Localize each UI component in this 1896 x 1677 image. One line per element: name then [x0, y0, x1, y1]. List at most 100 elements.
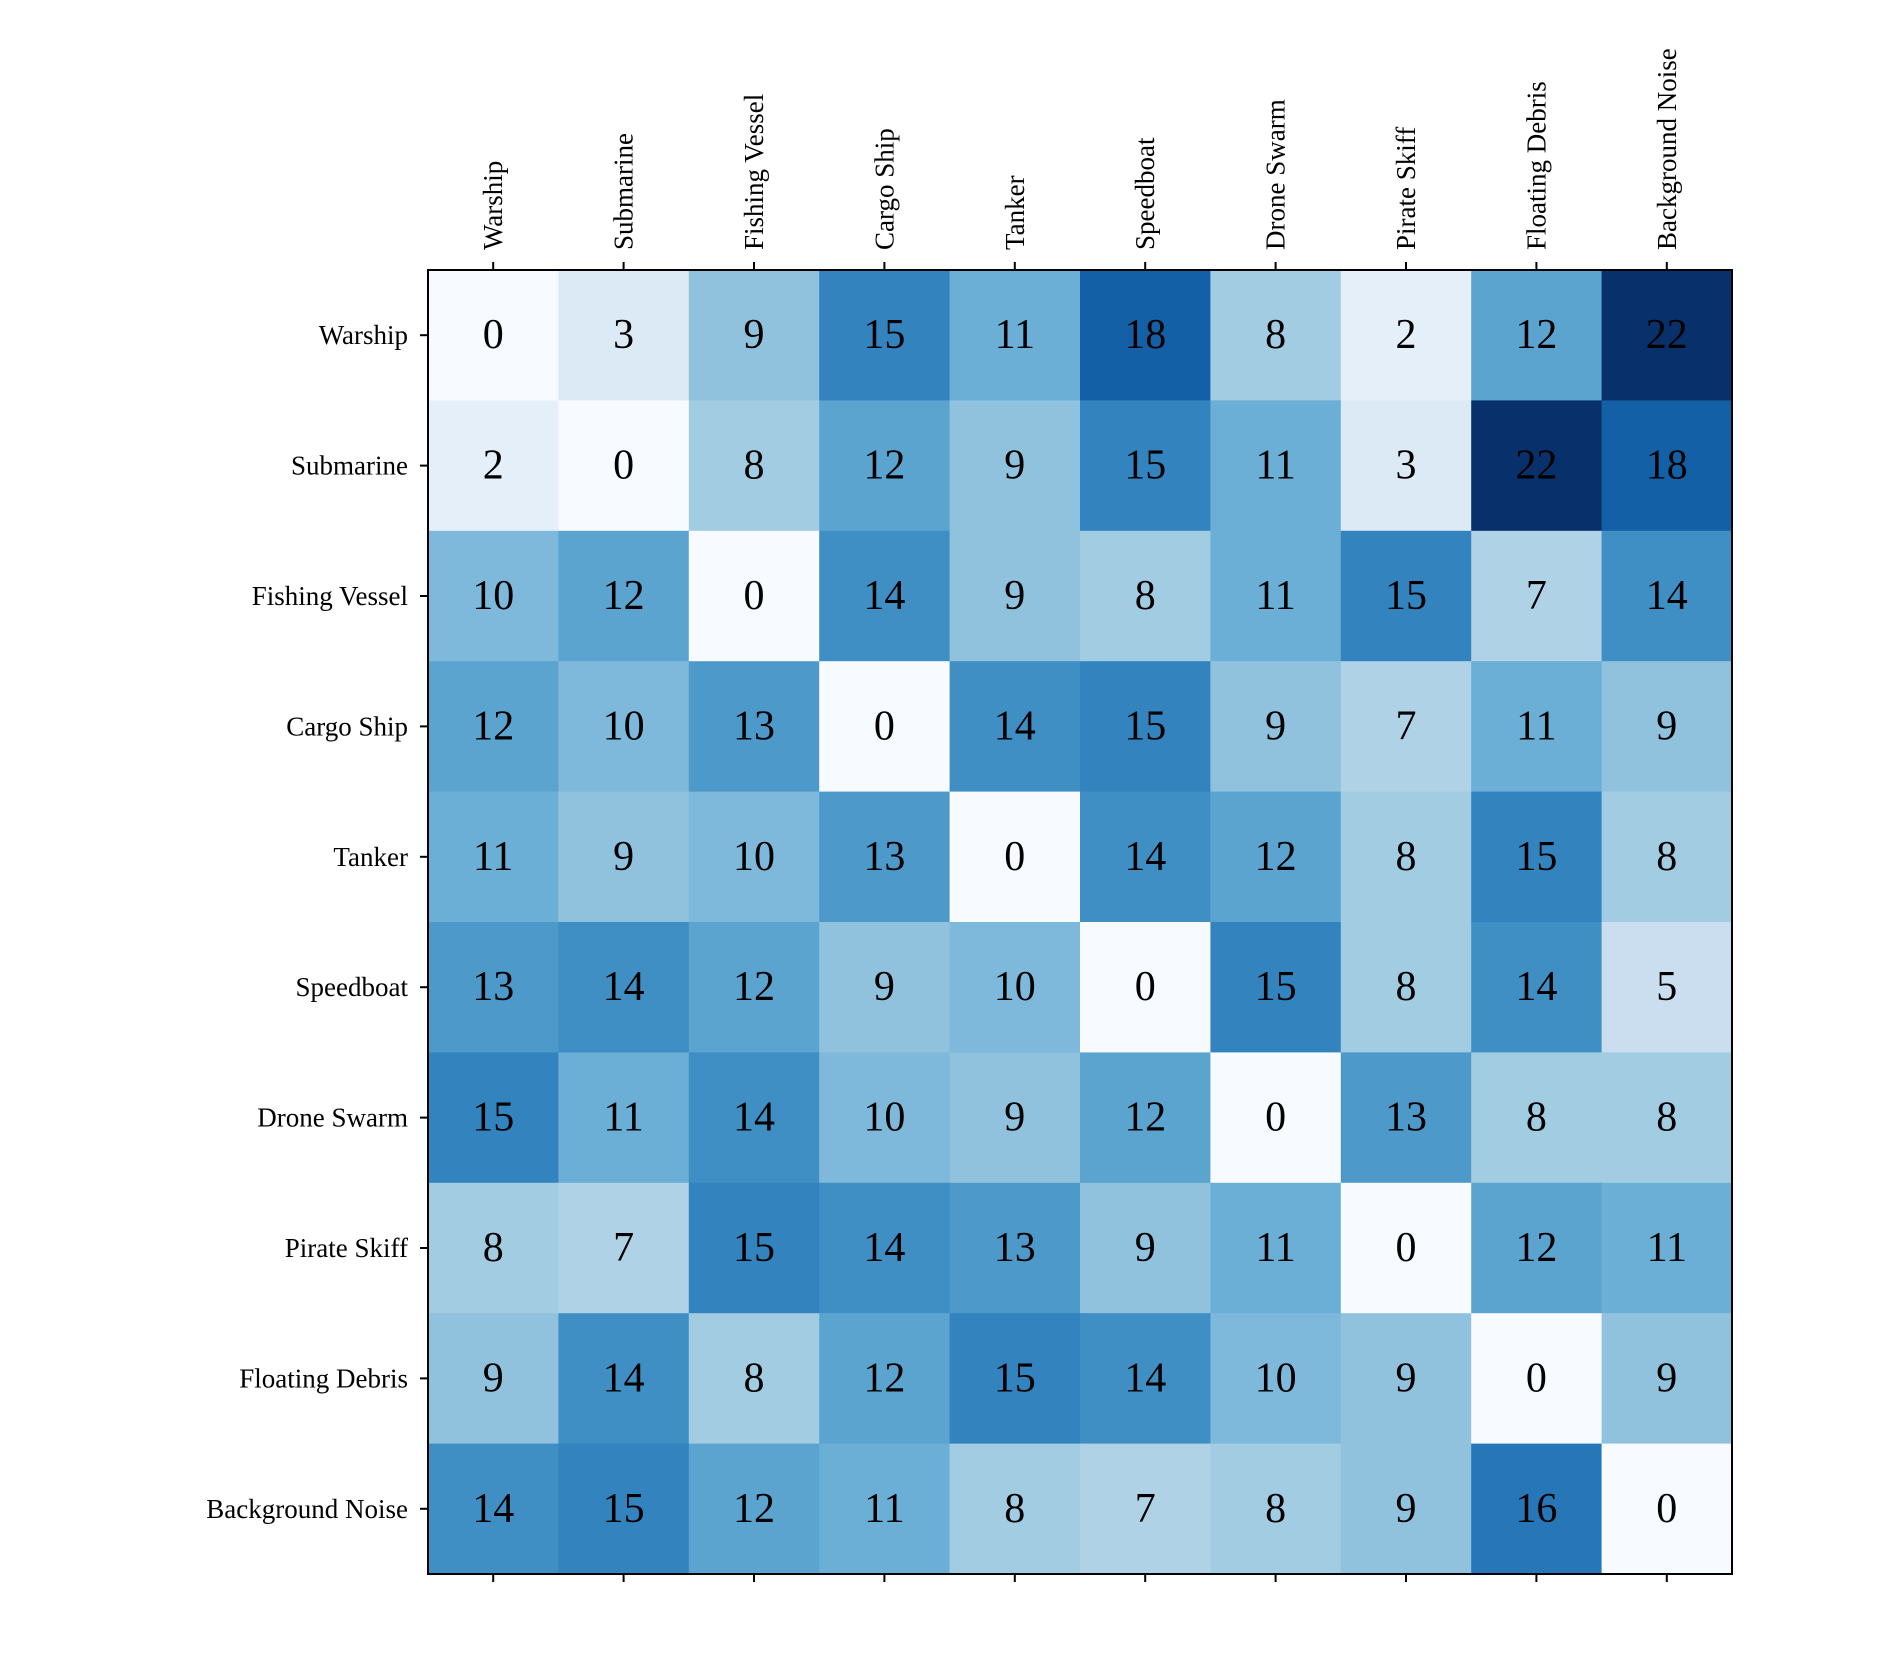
- heatmap-cell: [949, 270, 1081, 401]
- cell-value-label: 14: [863, 1225, 905, 1271]
- cell-value-label: 12: [733, 964, 775, 1010]
- row-label: Floating Debris: [239, 1363, 408, 1393]
- heatmap-cell: [1210, 1052, 1342, 1184]
- heatmap-cell: [558, 1313, 690, 1445]
- cell-value-label: 11: [603, 1095, 643, 1141]
- heatmap-cell: [558, 661, 690, 793]
- heatmap-cell: [428, 1313, 559, 1445]
- heatmap-cell: [819, 1052, 951, 1184]
- cell-value-label: 11: [1255, 443, 1295, 489]
- row-label: Pirate Skiff: [285, 1233, 408, 1263]
- cell-value-label: 13: [994, 1225, 1036, 1271]
- column-label: Background Noise: [1652, 48, 1682, 250]
- cell-value-label: 22: [1646, 312, 1688, 358]
- heatmap-cell: [688, 530, 820, 662]
- heatmap-cell: [1471, 1182, 1603, 1314]
- heatmap-cell: [1601, 530, 1733, 662]
- plot-frame: [427, 269, 1733, 1575]
- heatmap-cell: [949, 1443, 1081, 1575]
- heatmap-cell: [558, 270, 690, 401]
- heatmap-cell: [949, 530, 1081, 662]
- cell-value-label: 9: [483, 1355, 504, 1401]
- cell-value-label: 14: [1124, 1355, 1166, 1401]
- cell-value-label: 14: [1515, 964, 1557, 1010]
- heatmap-cell: [1210, 661, 1342, 793]
- cell-value-label: 11: [1255, 1225, 1295, 1271]
- heatmap-cell: [1601, 661, 1733, 793]
- heatmap-cell: [1210, 922, 1342, 1053]
- row-labels-layer: Warship Submarine Fishing Vessel Cargo Ship…: [206, 320, 408, 1524]
- heatmap-cell: [949, 1313, 1081, 1445]
- column-label: Fishing Vessel: [739, 94, 769, 250]
- heatmap-cell: [428, 270, 559, 401]
- heatmap-cell: [688, 791, 820, 923]
- heatmap-cell: [558, 1443, 690, 1575]
- cell-value-label: 0: [1526, 1355, 1547, 1401]
- cell-value-label: 3: [613, 312, 634, 358]
- heatmap-cell: [558, 1182, 690, 1314]
- row-label: Warship: [319, 320, 408, 350]
- cell-value-label: 15: [863, 312, 905, 358]
- heatmap-cell: [949, 922, 1081, 1053]
- cell-value-label: 3: [1396, 443, 1417, 489]
- cell-value-label: 9: [1396, 1486, 1417, 1532]
- heatmap-cell: [1080, 400, 1211, 532]
- cell-value-label: 15: [472, 1095, 514, 1141]
- cell-value-label: 14: [1124, 834, 1166, 880]
- heatmap-cell: [1080, 791, 1211, 923]
- cell-value-label: 9: [1656, 703, 1677, 749]
- column-label: Submarine: [609, 133, 639, 250]
- heatmap-cell: [949, 1052, 1081, 1184]
- cell-value-label: 2: [483, 443, 504, 489]
- cell-value-label: 22: [1515, 443, 1557, 489]
- heatmap-cell: [1340, 400, 1472, 532]
- column-label: Tanker: [1000, 175, 1030, 250]
- heatmap-cell: [1340, 922, 1472, 1053]
- cell-value-label: 14: [603, 964, 645, 1010]
- heatmap-cell: [688, 400, 820, 532]
- heatmap-cell: [688, 661, 820, 793]
- heatmap-cell: [1210, 400, 1342, 532]
- cell-value-label: 14: [1646, 573, 1688, 619]
- heatmap-cell: [1471, 400, 1603, 532]
- cell-value-label: 13: [1385, 1095, 1427, 1141]
- cell-value-label: 12: [1255, 834, 1297, 880]
- cell-value-label: 12: [863, 1355, 905, 1401]
- col-labels-layer: Warship Submarine Fishing Vessel Cargo Ship…: [478, 48, 1682, 250]
- cell-value-label: 0: [1004, 834, 1025, 880]
- cell-value-label: 13: [733, 703, 775, 749]
- row-label: Tanker: [333, 842, 408, 872]
- cell-value-label: 7: [613, 1225, 634, 1271]
- cell-value-label: 15: [1124, 703, 1166, 749]
- cell-value-label: 11: [864, 1486, 904, 1532]
- heatmap-cell: [428, 661, 559, 793]
- cell-value-label: 15: [1255, 964, 1297, 1010]
- heatmap-cell: [428, 922, 559, 1053]
- cell-value-label: 8: [1265, 1486, 1286, 1532]
- cell-value-label: 11: [1647, 1225, 1687, 1271]
- heatmap-cell: [688, 1313, 820, 1445]
- heatmap-cell: [558, 530, 690, 662]
- cell-value-label: 0: [744, 573, 765, 619]
- heatmap-cell: [819, 270, 951, 401]
- cell-value-label: 0: [483, 312, 504, 358]
- heatmap-cell: [819, 1313, 951, 1445]
- cell-value-label: 9: [1135, 1225, 1156, 1271]
- heatmap-cell: [1471, 922, 1603, 1053]
- heatmap-cell: [1080, 1182, 1211, 1314]
- cell-value-label: 9: [744, 312, 765, 358]
- cell-value-label: 12: [472, 703, 514, 749]
- cell-value-label: 9: [1004, 1095, 1025, 1141]
- heatmap-cell: [819, 791, 951, 923]
- heatmap-cell: [1080, 1052, 1211, 1184]
- cell-value-label: 15: [603, 1486, 645, 1532]
- cell-value-label: 11: [473, 834, 513, 880]
- heatmap-cell: [558, 1052, 690, 1184]
- cell-value-label: 13: [472, 964, 514, 1010]
- cell-value-label: 0: [874, 703, 895, 749]
- heatmap-cell: [1080, 661, 1211, 793]
- heatmap-cell: [1080, 530, 1211, 662]
- cell-value-label: 11: [1255, 573, 1295, 619]
- cell-value-label: 8: [1265, 312, 1286, 358]
- cell-value-label: 16: [1515, 1486, 1557, 1532]
